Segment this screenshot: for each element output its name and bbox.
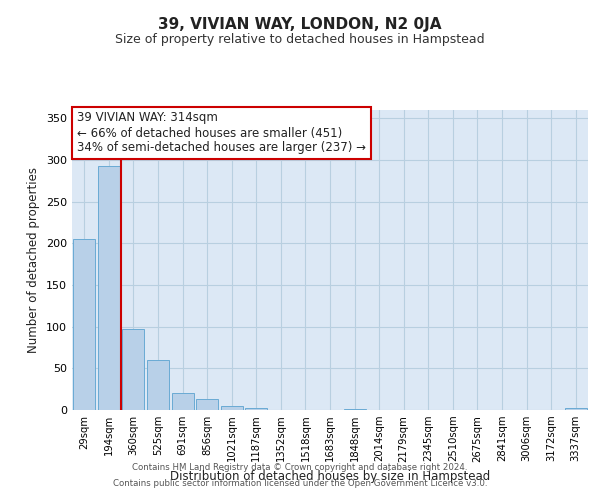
- Bar: [344, 409, 365, 410]
- Bar: [147, 360, 169, 410]
- Bar: [565, 408, 587, 410]
- Bar: [172, 392, 194, 410]
- Text: 39 VIVIAN WAY: 314sqm
← 66% of detached houses are smaller (451)
34% of semi-det: 39 VIVIAN WAY: 314sqm ← 66% of detached …: [77, 112, 366, 154]
- Text: Contains public sector information licensed under the Open Government Licence v3: Contains public sector information licen…: [113, 478, 487, 488]
- Bar: [98, 166, 120, 410]
- Text: 39, VIVIAN WAY, LONDON, N2 0JA: 39, VIVIAN WAY, LONDON, N2 0JA: [158, 18, 442, 32]
- Text: Size of property relative to detached houses in Hampstead: Size of property relative to detached ho…: [115, 32, 485, 46]
- Text: Contains HM Land Registry data © Crown copyright and database right 2024.: Contains HM Land Registry data © Crown c…: [132, 464, 468, 472]
- Bar: [73, 239, 95, 410]
- Bar: [221, 406, 243, 410]
- Bar: [245, 408, 268, 410]
- X-axis label: Distribution of detached houses by size in Hampstead: Distribution of detached houses by size …: [170, 470, 490, 483]
- Bar: [122, 329, 145, 410]
- Y-axis label: Number of detached properties: Number of detached properties: [28, 167, 40, 353]
- Bar: [196, 399, 218, 410]
